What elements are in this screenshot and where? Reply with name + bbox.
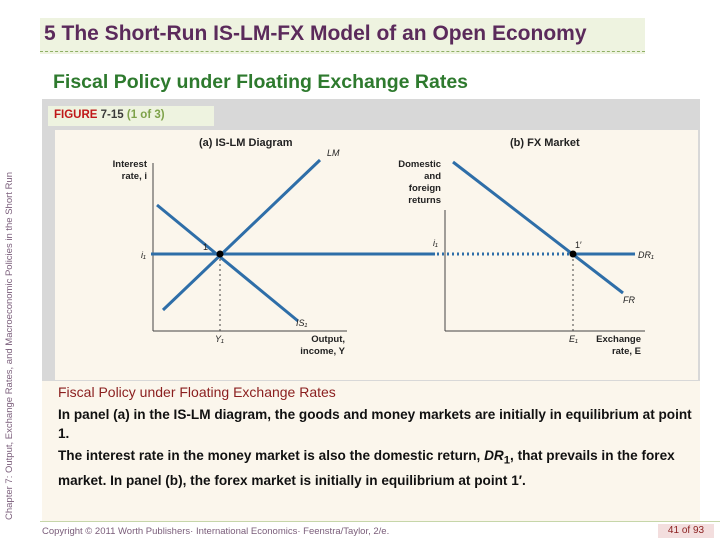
figure-part: (1 of 3) [126,109,165,121]
figure-label: FIGURE 7-15 (1 of 3) [54,109,165,121]
page-number: 41 of 93 [658,524,714,538]
lm-label: LM [327,148,340,158]
caption-paragraph-2: The interest rate in the money market is… [58,446,694,490]
caption-p2-sub: 1 [503,454,511,467]
y1-label: Y₁ [215,334,224,344]
chapter-side-label: Chapter 7: Output, Exchange Rates, and M… [4,172,15,520]
panel-b-ylabel-3: foreign [409,183,441,194]
slide-title: 5 The Short-Run IS-LM-FX Model of an Ope… [44,22,587,45]
panel-a-ylabel-2: rate, i [122,171,147,182]
panel-b-i1-label: i₁ [433,238,438,248]
panel-b-ylabel-1: Domestic [398,159,441,170]
panel-a-xlabel-1: Output, [311,334,345,345]
is1-curve [156,203,299,323]
equilibrium-point-1prime [569,250,577,258]
is-lm-fx-diagram: (a) IS-LM Diagram Interest rate, i Outpu… [113,137,654,357]
dr1-label: DR₁ [638,250,654,260]
caption-paragraph-1: In panel (a) in the IS-LM diagram, the g… [58,407,692,441]
caption-p2-dr: DR [484,448,504,463]
fr-curve [452,160,624,295]
lm-curve [161,158,322,312]
fr-label: FR [623,295,635,305]
panel-b-ylabel-4: returns [408,195,441,206]
title-divider [40,51,645,52]
is1-label: IS₁ [296,318,308,328]
panel-a-heading: (a) IS-LM Diagram [199,137,293,149]
panel-a-ylabel-1: Interest [113,159,148,170]
caption-title: Fiscal Policy under Floating Exchange Ra… [58,384,336,400]
panel-a-i1-label: i₁ [141,250,146,260]
equilibrium-point-1 [216,250,224,258]
panel-b-heading: (b) FX Market [510,137,580,149]
caption-p2-end: , that prevails in the forex market. In … [58,448,675,488]
point-1-label: 1 [203,242,208,252]
figure-word: FIGURE [54,109,98,121]
e1-label: E₁ [569,334,578,344]
figure-tab [48,106,214,126]
panel-b-xlabel-1: Exchange [596,334,641,345]
panel-b-ylabel-2: and [424,171,441,182]
panel-b-xlabel-2: rate, E [612,346,641,357]
panel-a-xlabel-2: income, Y [300,346,345,357]
figure-number: 7-15 [100,109,124,121]
caption-p2-start: The interest rate in the money market is… [58,448,485,463]
title-background [40,18,645,54]
slide-subtitle: Fiscal Policy under Floating Exchange Ra… [53,71,469,93]
chapter-side-text: Chapter 7: Output, Exchange Rates, and M… [1,140,15,520]
caption-background [42,381,700,521]
copyright-text: Copyright © 2011 Worth Publishers· Inter… [42,526,390,537]
point-1prime-label: 1′ [575,240,582,250]
footer-divider [40,521,720,522]
